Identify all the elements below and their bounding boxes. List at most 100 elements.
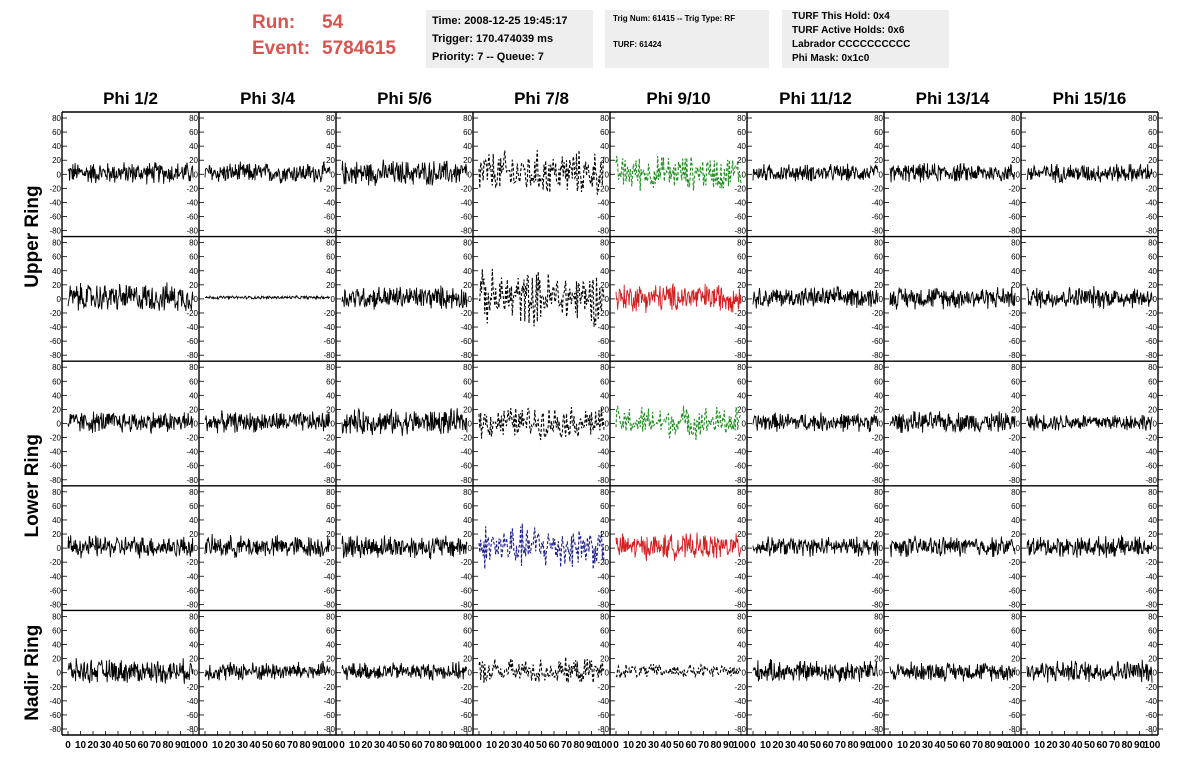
x-tick-label: 90 <box>860 740 872 751</box>
y-tick-label: 0 <box>742 669 747 678</box>
y-tick-label: 80 <box>189 239 198 248</box>
x-tick-label: 60 <box>411 740 423 751</box>
y-tick-label: -40 <box>1008 697 1020 706</box>
run-event-box: Run: 54 Event: 5784615 <box>252 10 396 62</box>
y-tick-label: -20 <box>734 558 746 567</box>
y-tick-label: 20 <box>1011 156 1020 165</box>
y-tick-label: 0 <box>194 170 199 179</box>
y-tick-label: 20 <box>326 530 335 539</box>
x-tick-label: 70 <box>972 740 984 751</box>
y-tick-label: -40 <box>597 198 609 207</box>
y-tick-label: -60 <box>734 213 746 222</box>
x-tick-label: 0 <box>750 740 756 751</box>
waveform-trace <box>204 533 331 558</box>
y-tick-label: -80 <box>323 600 335 609</box>
y-tick-label: 60 <box>737 128 746 137</box>
x-tick-label: 0 <box>65 740 71 751</box>
x-tick-label: 30 <box>237 740 249 751</box>
y-tick-label: 40 <box>1011 267 1020 276</box>
y-tick-label: -60 <box>871 337 883 346</box>
y-tick-label: -20 <box>460 434 472 443</box>
y-tick-label: -80 <box>323 476 335 485</box>
x-tick-label: 80 <box>162 740 174 751</box>
waveform-trace <box>341 159 468 186</box>
x-tick-label: 60 <box>137 740 149 751</box>
y-tick-label: 20 <box>52 405 61 414</box>
y-tick-label: 40 <box>52 516 61 525</box>
y-tick-label: -20 <box>460 558 472 567</box>
x-tick-label: 70 <box>287 740 299 751</box>
y-tick-label: -60 <box>186 586 198 595</box>
y-tick-label: -40 <box>460 323 472 332</box>
y-tick-label: -20 <box>1145 683 1157 692</box>
y-tick-label: 80 <box>737 239 746 248</box>
x-tick-label: 90 <box>1134 740 1146 751</box>
x-tick-label: 70 <box>561 740 573 751</box>
y-tick-label: -80 <box>597 725 609 734</box>
phi-mask-text: Phi Mask: 0x1c0 <box>792 53 870 64</box>
waveform-trace <box>752 412 879 433</box>
y-tick-label: -40 <box>186 198 198 207</box>
y-tick-label: -40 <box>460 572 472 581</box>
y-tick-label: -40 <box>323 448 335 457</box>
y-tick-label: -20 <box>1008 434 1020 443</box>
y-tick-label: 60 <box>1011 502 1020 511</box>
y-tick-label: 60 <box>737 377 746 386</box>
y-tick-label: -40 <box>871 572 883 581</box>
y-tick-label: 20 <box>463 281 472 290</box>
y-tick-label: 20 <box>52 156 61 165</box>
y-tick-label: -80 <box>871 725 883 734</box>
y-tick-label: 20 <box>189 156 198 165</box>
y-tick-label: 80 <box>52 363 61 372</box>
x-tick-label: 10 <box>349 740 361 751</box>
run-label: Run: <box>252 12 296 33</box>
y-tick-label: 40 <box>1148 516 1157 525</box>
y-tick-label: -60 <box>871 462 883 471</box>
waveform-trace <box>889 535 1016 558</box>
y-tick-label: 0 <box>331 669 336 678</box>
y-tick-label: -80 <box>1008 600 1020 609</box>
y-tick-label: 80 <box>326 612 335 621</box>
y-tick-label: -60 <box>323 213 335 222</box>
y-tick-label: 20 <box>463 655 472 664</box>
y-tick-label: 80 <box>1148 363 1157 372</box>
y-tick-label: 0 <box>1153 295 1158 304</box>
y-tick-label: 60 <box>326 128 335 137</box>
x-tick-label: 20 <box>909 740 921 751</box>
x-tick-label: 80 <box>299 740 311 751</box>
y-tick-label: 20 <box>189 530 198 539</box>
y-tick-label: 80 <box>600 612 609 621</box>
y-tick-label: -20 <box>1145 558 1157 567</box>
y-tick-label: 40 <box>600 267 609 276</box>
x-tick-label: 100 <box>185 740 202 751</box>
column-header: Phi 5/6 <box>377 89 432 108</box>
y-tick-label: 0 <box>194 669 199 678</box>
x-tick-label: 70 <box>424 740 436 751</box>
y-tick-label: -60 <box>1145 586 1157 595</box>
y-tick-label: 60 <box>463 377 472 386</box>
y-tick-label: -20 <box>323 558 335 567</box>
x-tick-label: 30 <box>785 740 797 751</box>
y-tick-label: 20 <box>1011 281 1020 290</box>
y-tick-label: 60 <box>52 377 61 386</box>
y-tick-label: 40 <box>1148 142 1157 151</box>
y-tick-label: 80 <box>600 239 609 248</box>
waveform-trace <box>615 532 742 561</box>
y-tick-label: 80 <box>463 239 472 248</box>
x-tick-label: 70 <box>835 740 847 751</box>
y-tick-label: 80 <box>189 612 198 621</box>
column-header: Phi 1/2 <box>103 89 158 108</box>
y-tick-label: 60 <box>874 626 883 635</box>
y-tick-label: -20 <box>460 184 472 193</box>
y-tick-label: 20 <box>52 530 61 539</box>
y-tick-label: -20 <box>1145 309 1157 318</box>
x-tick-label: 40 <box>523 740 535 751</box>
y-tick-label: -80 <box>49 476 61 485</box>
x-tick-label: 30 <box>374 740 386 751</box>
x-tick-label: 50 <box>947 740 959 751</box>
x-tick-label: 50 <box>125 740 137 751</box>
y-tick-label: 60 <box>600 502 609 511</box>
y-tick-label: -40 <box>734 697 746 706</box>
y-tick-label: 40 <box>463 641 472 650</box>
y-tick-label: -80 <box>49 725 61 734</box>
